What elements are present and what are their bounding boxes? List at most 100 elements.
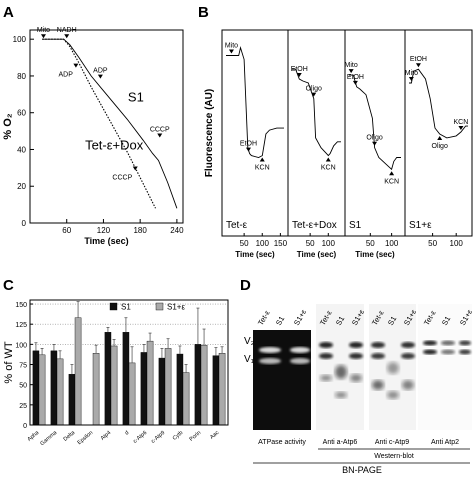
x-axis-label: Time (sec) (235, 250, 275, 259)
arrow-marker (348, 69, 354, 74)
bar-s1e (74, 317, 82, 426)
subpanel-label: S1+ε (409, 220, 432, 231)
blot-band (335, 365, 347, 379)
bnpage-label: BN-PAGE (342, 465, 382, 474)
category-label: Apha (27, 429, 41, 442)
y-tick-label: 50 (19, 383, 27, 390)
bar-s1 (104, 332, 112, 426)
caption-atp2: Anti Atp2 (431, 439, 459, 446)
bar-s1e (146, 340, 154, 426)
bar-s1 (176, 353, 184, 426)
lane-label: Tet-ε (256, 308, 272, 327)
caption-atp6: Anti a-Atp6 (323, 439, 358, 446)
panel-c-frame (29, 299, 229, 426)
panel-label-c: C (3, 277, 14, 294)
arrow-marker (458, 126, 464, 131)
v2-label: V₂ (244, 336, 255, 347)
lane-label: S1 (334, 315, 346, 327)
blot-band (459, 349, 471, 355)
arrow-marker (97, 74, 103, 79)
x-tick-label: 50 (240, 239, 249, 248)
y-tick-label: 0 (22, 219, 27, 228)
caption-atpase: ATPase activity (258, 439, 306, 446)
panel-a-chart: 0 20 40 60 80 100 60 120 180 240 S1 Tet-ε+Dox Mito… (2, 27, 184, 246)
lane-label: S1 (440, 315, 452, 327)
arrow-marker (73, 63, 79, 68)
y-tick-label: 75 (19, 363, 27, 370)
trace-marker: KCN (454, 119, 469, 126)
arrow-marker (372, 141, 378, 146)
x-axis-label: Time (sec) (355, 250, 395, 259)
x-tick-label: 120 (97, 226, 111, 235)
panel-label-b: B (198, 4, 209, 21)
bar-s1 (158, 357, 166, 426)
x-axis-label: Time (sec) (297, 250, 337, 259)
category-label: Epsilon (77, 430, 95, 446)
arrow-marker (40, 34, 46, 39)
category-label: Cytb (172, 430, 185, 442)
annotation: CCCP (150, 126, 170, 133)
series-line-s1 (42, 38, 178, 209)
subpanel-label: Tet-ε (226, 220, 248, 231)
bar-s1e (56, 358, 64, 426)
arrow-marker (64, 34, 70, 39)
arrow-marker (325, 157, 331, 162)
bar-s1e (128, 362, 136, 426)
x-tick-label: 100 (256, 239, 270, 248)
arrow-marker (259, 157, 265, 162)
y-tick-label: 100 (13, 35, 27, 44)
category-label: c-Atp6 (132, 430, 148, 445)
atpase-gel (253, 330, 311, 430)
lane-label: S1+ε (292, 307, 309, 327)
x-tick-label: 50 (428, 239, 437, 248)
panel-a-ticks: 0 20 40 60 80 100 60 120 180 240 (13, 35, 184, 235)
gel-band (290, 358, 310, 364)
arrow-marker (132, 166, 138, 171)
x-tick-label: 50 (366, 239, 375, 248)
category-label: Aac (209, 430, 220, 441)
blot-band (371, 353, 385, 359)
bar-s1 (50, 350, 58, 426)
annotation: ADP (58, 72, 73, 79)
panel-c-ylabel: % of WT (3, 341, 15, 383)
y-tick-label: 60 (17, 109, 26, 118)
bar-s1 (32, 350, 40, 426)
blot-band (387, 391, 399, 399)
panel-label-a: A (3, 4, 14, 21)
blot-atp2 (418, 304, 472, 430)
bar-s1e (110, 345, 118, 426)
arrow-marker (352, 80, 358, 85)
panel-a-annotations: Mito NADH ADP ADP CCCP CCCP (37, 27, 170, 181)
panel-label-d: D (240, 277, 251, 294)
x-tick-label: 100 (385, 239, 399, 248)
panel-d-blot: Tet-ε S1 S1+ε Tet-ε S1 S1+ε Tet-ε S1 S1+ε Tet-ε S1… (244, 304, 474, 475)
panel-a-ylabel: % O₂ (2, 113, 14, 139)
gel-band (259, 358, 281, 364)
caption-atp9: Anti c-Atp9 (375, 439, 409, 446)
x-tick-label: 60 (62, 226, 71, 235)
lane-labels: Tet-ε S1 S1+ε Tet-ε S1 S1+ε Tet-ε S1 S1+ε Tet-ε S1… (256, 307, 474, 327)
arrow-marker (157, 133, 163, 138)
trace-marker: KCN (321, 165, 336, 172)
blot-band (319, 353, 333, 359)
blot-band (320, 375, 332, 381)
x-tick-label: 240 (170, 226, 184, 235)
y-tick-label: 125 (15, 322, 27, 329)
bar-s1e (164, 348, 172, 426)
panel-b-subpanels: 50 100 150 Time (sec) Tet-ε Mito EtOH KCN 50 100 T… (225, 30, 468, 259)
bar-s1 (212, 355, 220, 426)
category-label: d (124, 430, 130, 437)
arrow-marker (408, 76, 414, 81)
panel-a-series: S1 Tet-ε+Dox (42, 38, 178, 209)
legend-label: S1+ε (167, 303, 185, 312)
fluorescence-trace (292, 68, 341, 157)
panel-c-ticks: 0 25 50 75 100 125 150 (15, 302, 33, 430)
series-label: Tet-ε+Dox (85, 137, 144, 152)
blot-band (459, 340, 471, 346)
blot-band (441, 349, 455, 355)
bar-s1e (92, 353, 100, 426)
subpanel-label: S1 (349, 220, 362, 231)
bar-s1e (218, 353, 226, 426)
category-label: Porin (189, 430, 203, 443)
